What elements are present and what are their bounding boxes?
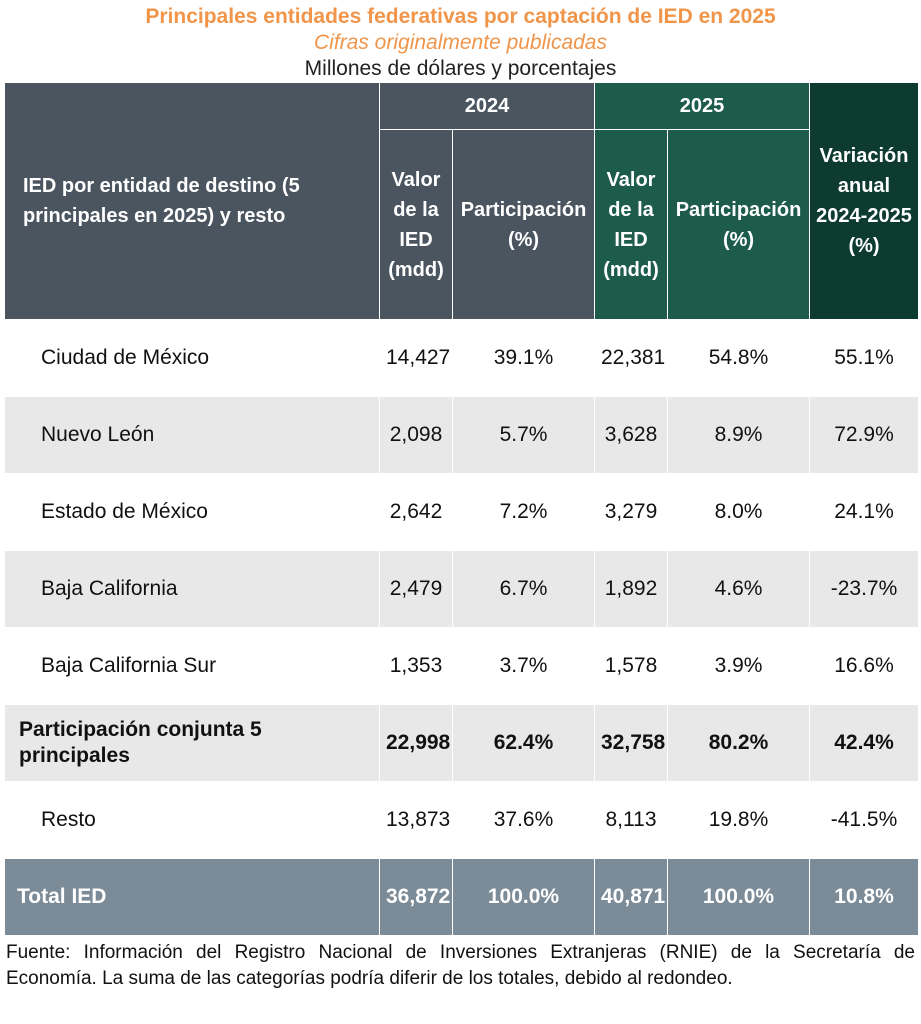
- table-row: Nuevo León 2,098 5.7% 3,628 8.9% 72.9%: [4, 396, 919, 474]
- share-2025: 8.0%: [667, 473, 810, 551]
- value-2025: 1,578: [594, 627, 668, 705]
- value-2024: 2,479: [379, 550, 453, 628]
- share-2024: 37.6%: [452, 781, 595, 859]
- header-share-2024: Participación (%): [452, 129, 595, 320]
- value-2024: 36,872: [379, 858, 453, 936]
- table-row: Estado de México 2,642 7.2% 3,279 8.0% 2…: [4, 473, 919, 551]
- variation: 42.4%: [809, 704, 919, 782]
- share-2024: 3.7%: [452, 627, 595, 705]
- share-2024: 6.7%: [452, 550, 595, 628]
- header-value-2024: Valor de la IED (mdd): [379, 129, 453, 320]
- row-name: Baja California: [4, 550, 380, 628]
- value-2025: 32,758: [594, 704, 668, 782]
- share-2024: 62.4%: [452, 704, 595, 782]
- value-2024: 1,353: [379, 627, 453, 705]
- variation: 72.9%: [809, 396, 919, 474]
- variation: 16.6%: [809, 627, 919, 705]
- share-2025: 8.9%: [667, 396, 810, 474]
- value-2024: 2,642: [379, 473, 453, 551]
- share-2024: 39.1%: [452, 319, 595, 397]
- table-row: Baja California 2,479 6.7% 1,892 4.6% -2…: [4, 550, 919, 628]
- share-2025: 19.8%: [667, 781, 810, 859]
- row-name: Baja California Sur: [4, 627, 380, 705]
- value-2024: 22,998: [379, 704, 453, 782]
- row-name: Nuevo León: [4, 396, 380, 474]
- share-2025: 3.9%: [667, 627, 810, 705]
- ied-table: IED por entidad de destino (5 principale…: [4, 82, 919, 936]
- row-name: Total IED: [4, 858, 380, 936]
- value-2025: 3,628: [594, 396, 668, 474]
- value-2024: 13,873: [379, 781, 453, 859]
- share-2025: 100.0%: [667, 858, 810, 936]
- row-name: Resto: [4, 781, 380, 859]
- value-2025: 1,892: [594, 550, 668, 628]
- share-2025: 54.8%: [667, 319, 810, 397]
- value-2025: 40,871: [594, 858, 668, 936]
- header-share-2025: Participación (%): [667, 129, 810, 320]
- table-row: Ciudad de México 14,427 39.1% 22,381 54.…: [4, 319, 919, 397]
- value-2024: 14,427: [379, 319, 453, 397]
- share-2025: 80.2%: [667, 704, 810, 782]
- row-name: Estado de México: [4, 473, 380, 551]
- header-entity: IED por entidad de destino (5 principale…: [4, 82, 380, 320]
- table-row-subtotal: Participación conjunta 5 principales 22,…: [4, 704, 919, 782]
- variation: 24.1%: [809, 473, 919, 551]
- share-2024: 7.2%: [452, 473, 595, 551]
- share-2024: 5.7%: [452, 396, 595, 474]
- table-subtitle: Cifras originalmente publicadas: [314, 31, 607, 54]
- variation: -41.5%: [809, 781, 919, 859]
- variation: 10.8%: [809, 858, 919, 936]
- share-2024: 100.0%: [452, 858, 595, 936]
- header-year-2025: 2025: [594, 82, 810, 130]
- variation: -23.7%: [809, 550, 919, 628]
- header-variation: Variación anual 2024-2025 (%): [809, 82, 919, 320]
- table-units: Millones de dólares y porcentajes: [304, 57, 617, 80]
- header-year-2024: 2024: [379, 82, 595, 130]
- share-2025: 4.6%: [667, 550, 810, 628]
- value-2025: 22,381: [594, 319, 668, 397]
- row-name: Participación conjunta 5 principales: [4, 704, 380, 782]
- variation: 55.1%: [809, 319, 919, 397]
- value-2024: 2,098: [379, 396, 453, 474]
- table-row: Baja California Sur 1,353 3.7% 1,578 3.9…: [4, 627, 919, 705]
- value-2025: 3,279: [594, 473, 668, 551]
- title-block: Principales entidades federativas por ca…: [0, 0, 921, 82]
- header-value-2025: Valor de la IED (mdd): [594, 129, 668, 320]
- row-name: Ciudad de México: [4, 319, 380, 397]
- table-title: Principales entidades federativas por ca…: [145, 5, 776, 28]
- value-2025: 8,113: [594, 781, 668, 859]
- table-row-total: Total IED 36,872 100.0% 40,871 100.0% 10…: [4, 858, 919, 936]
- source-note: Fuente: Información del Registro Naciona…: [6, 942, 915, 989]
- table-row: Resto 13,873 37.6% 8,113 19.8% -41.5%: [4, 781, 919, 859]
